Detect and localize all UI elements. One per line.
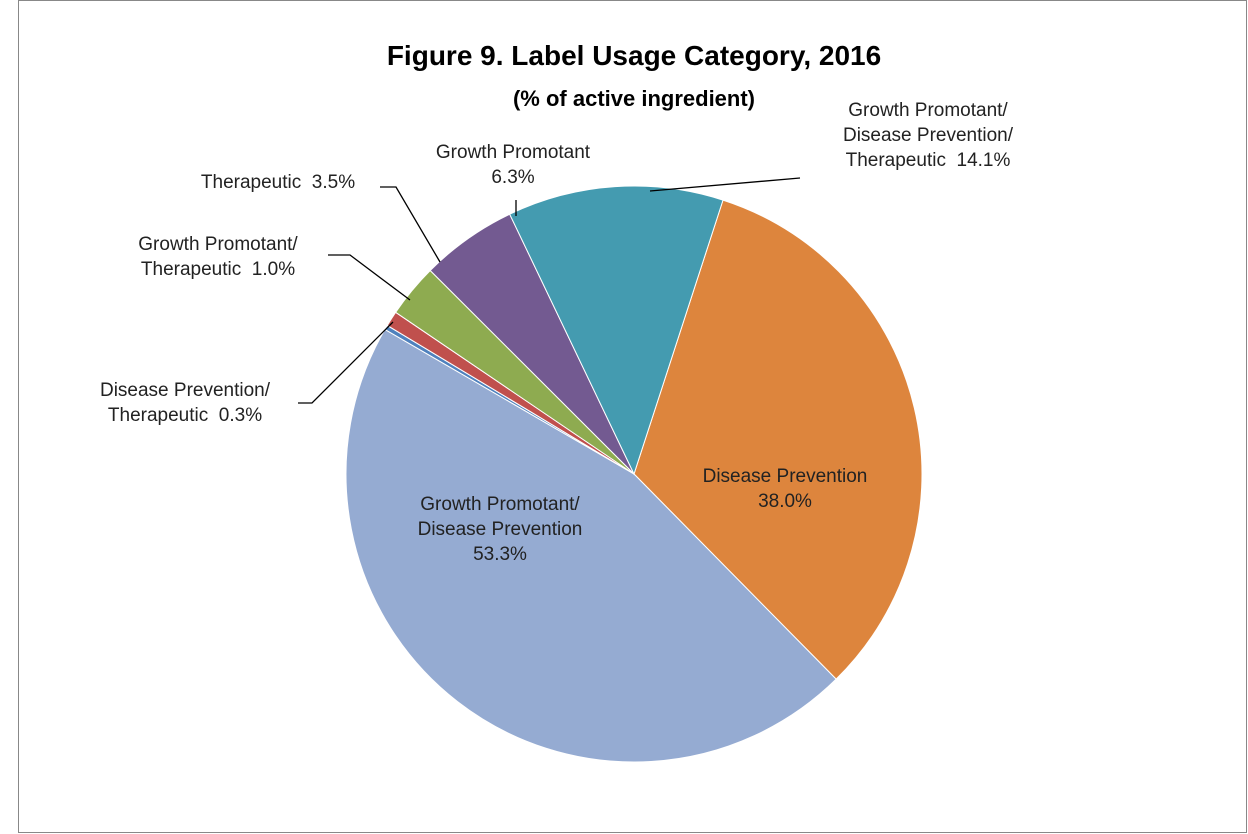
category-label: Growth Promotant/ Disease Prevention/ Th… — [842, 100, 1014, 171]
pie-slice — [509, 185, 724, 476]
slice-label: Growth Promotant/ Disease Prevention/ Th… — [828, 98, 1028, 173]
chart-border — [18, 0, 1247, 833]
slice-label: Therapeutic 3.5% — [168, 170, 388, 195]
value-label: 14.1% — [956, 150, 1011, 171]
value-label: 0.3% — [218, 405, 263, 426]
leader-lines — [298, 177, 801, 404]
leader-line — [649, 177, 801, 192]
chart-subtitle: (% of active ingredient) — [512, 86, 756, 111]
slice-label: Disease Prevention 38.0% — [655, 464, 915, 514]
slice-label: Disease Prevention/ Therapeutic 0.3% — [70, 378, 300, 428]
value-label: 38.0% — [758, 491, 812, 512]
category-label: Disease Prevention/ Therapeutic — [99, 380, 271, 426]
leader-line — [328, 254, 411, 301]
pie-slice — [345, 328, 837, 763]
slice-label: Growth Promotant/ Disease Prevention 53.3… — [405, 492, 595, 567]
category-label: Growth Promotant/ Therapeutic — [138, 234, 298, 280]
slice-label: Growth Promotant/ Therapeutic 1.0% — [103, 232, 333, 282]
slice-label: Growth Promotant 6.3% — [403, 140, 623, 190]
value-label: 3.5% — [311, 172, 356, 193]
value-label: 1.0% — [251, 259, 296, 280]
value-label: 6.3% — [491, 167, 535, 188]
leader-line — [380, 186, 441, 263]
leader-line — [298, 321, 394, 404]
chart-title: Figure 9. Label Usage Category, 2016 — [386, 40, 882, 71]
category-label: Therapeutic — [200, 172, 302, 193]
pie-slice — [633, 199, 923, 680]
value-label: 53.3% — [473, 544, 527, 565]
category-label: Growth Promotant/ Disease Prevention — [417, 494, 583, 540]
category-label: Disease Prevention — [702, 466, 868, 487]
category-label: Growth Promotant — [435, 142, 591, 163]
